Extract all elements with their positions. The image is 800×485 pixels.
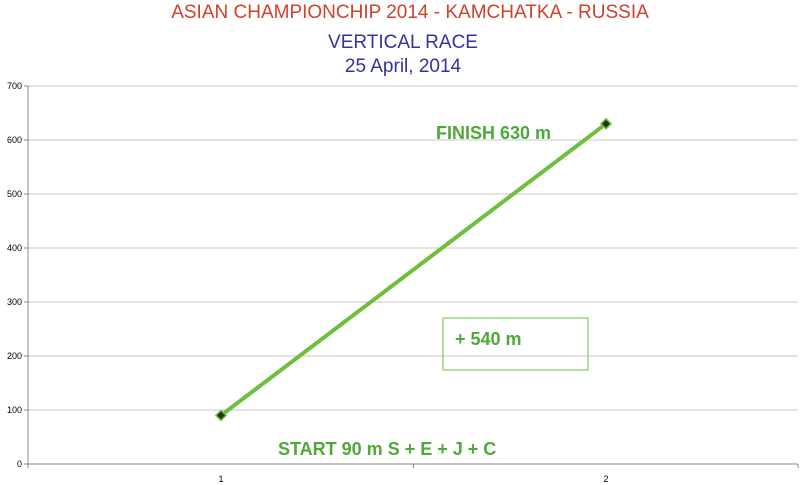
- y-tick-label-700: 700: [7, 81, 22, 91]
- y-tick-label-600: 600: [7, 135, 22, 145]
- chart-subtitle-line-2: 25 April, 2014: [345, 56, 462, 77]
- gain-annotation: + 540 m: [455, 329, 522, 349]
- axes: [24, 85, 799, 468]
- y-tick-label-500: 500: [7, 189, 22, 199]
- x-tick-label-2: 2: [603, 474, 608, 484]
- start-annotation: START 90 m S + E + J + C: [278, 439, 496, 459]
- data-point-2: [599, 117, 613, 130]
- y-tick-label-400: 400: [7, 243, 22, 253]
- x-tick-label-1: 1: [218, 474, 223, 484]
- y-tick-labels: 0 100 200 300 400 500 600 700: [7, 81, 22, 469]
- finish-annotation: FINISH 630 m: [436, 123, 551, 143]
- y-tick-label-100: 100: [7, 405, 22, 415]
- chart-title: ASIAN CHAMPIONCHIP 2014 - KAMCHATKA - RU…: [171, 2, 649, 23]
- gain-annotation-box: [442, 317, 589, 371]
- y-tick-label-300: 300: [7, 297, 22, 307]
- data-point-1: [214, 409, 228, 422]
- y-tick-label-0: 0: [17, 459, 22, 469]
- chart-subtitle-line-1: VERTICAL RACE: [328, 32, 478, 53]
- series-group: [214, 117, 613, 422]
- gridlines: [28, 85, 798, 411]
- series-line-0: [219, 121, 608, 418]
- y-tick-label-200: 200: [7, 351, 22, 361]
